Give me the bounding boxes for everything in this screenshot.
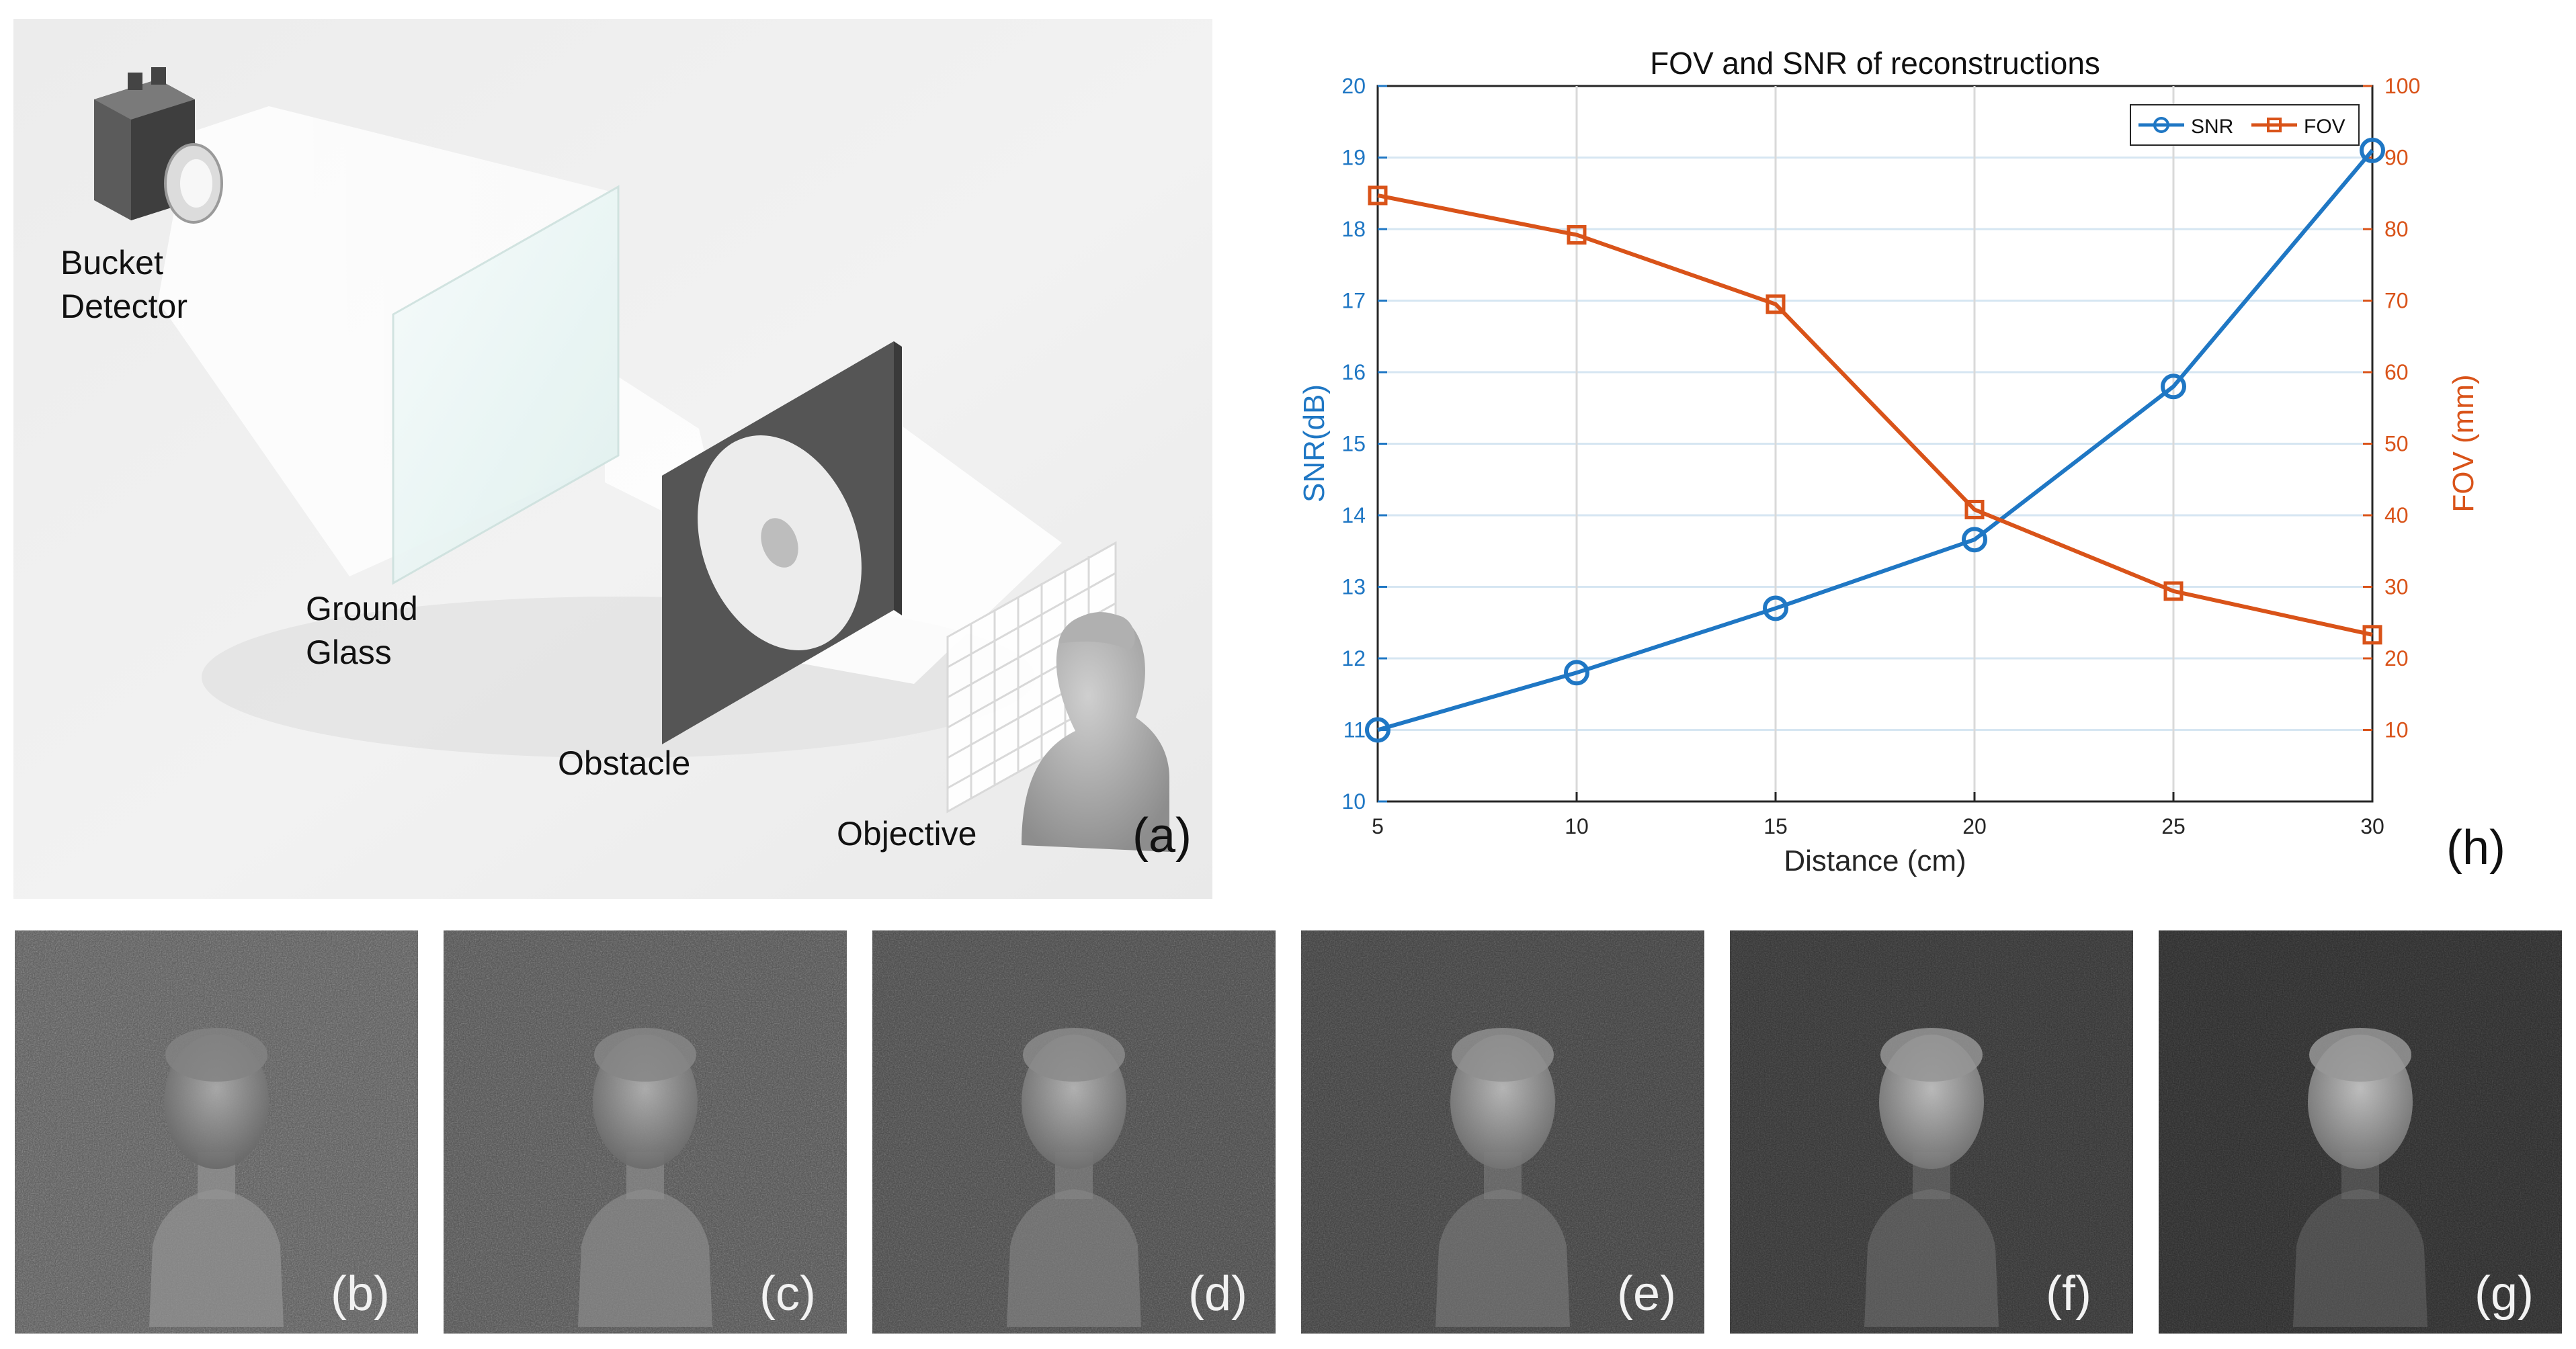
tile-label: (f) [2046,1267,2091,1321]
series-line-snr [1377,148,2374,732]
y2-tick-label: 60 [2384,360,2409,384]
y2-tick-label: 80 [2384,217,2409,241]
y-tick-label: 14 [1341,503,1366,527]
series-line-fov [1377,193,2373,637]
tile-bust-body [1864,1189,1999,1327]
reconstruction-tile-f: (f) [1730,930,2133,1334]
y-tick-label: 20 [1341,74,1366,98]
tile-label: (d) [1188,1267,1247,1321]
tile-bust-hair [594,1028,696,1082]
label-obstacle: Obstacle [558,744,690,782]
y2-tick-label: 100 [2384,74,2420,98]
reconstruction-tile-c: (c) [444,930,847,1334]
y2-axis-label: FOV (mm) [2447,374,2480,512]
legend-snr-marker [2153,117,2169,133]
point-snr [2161,374,2186,400]
legend-fov-label: FOV [2304,116,2345,138]
tile-bust-hair [1023,1028,1125,1082]
point-fov [1567,225,1587,245]
x-tick-label: 5 [1372,814,1384,838]
y2-tick-label: 30 [2384,575,2409,599]
x-tick-label: 15 [1763,814,1788,838]
y-tick-label: 17 [1341,289,1366,313]
legend-fov-marker [2267,118,2282,132]
label-bucket-detector-line1: Bucket [60,244,163,281]
tile-bust-body [149,1189,284,1327]
y-tick-label: 19 [1341,146,1366,170]
panel-label-a: (a) [1132,809,1192,863]
point-snr [1365,717,1390,743]
point-snr [1763,595,1788,621]
y-tick-label: 15 [1341,432,1366,456]
point-fov [1765,294,1786,314]
data-series [1365,137,2385,743]
reconstruction-tile-e: (e) [1301,930,1704,1334]
tile-label: (c) [759,1267,816,1321]
tile-bust-body [1436,1189,1570,1327]
y-tick-label: 18 [1341,217,1366,241]
y2-tick-label: 40 [2384,503,2409,527]
reconstruction-tile-b: (b) [15,930,418,1334]
label-ground-glass-line1: Ground [306,590,418,627]
tile-bust-body [2293,1189,2427,1327]
fov-snr-chart: 5 10 15 20 25 3010111213141516171819201020304… [1298,46,2505,877]
obstacle-plate [662,341,902,744]
y-tick-label: 10 [1341,789,1366,814]
x-axis-label: Distance (cm) [1784,844,1966,877]
panel-label-h: (h) [2446,821,2505,875]
axes: 5 10 15 20 25 3010111213141516171819201020304… [1341,74,2420,838]
y2-tick-label: 50 [2384,432,2409,456]
y2-tick-label: 20 [2384,646,2409,670]
tile-bust-hair [165,1028,267,1082]
tile-bust-hair [2309,1028,2411,1082]
y-tick-label: 16 [1341,360,1366,384]
x-tick-label: 20 [1962,814,1987,838]
y2-tick-label: 10 [2384,718,2409,742]
reconstruction-tile-d: (d) [872,930,1276,1334]
legend-snr-label: SNR [2191,116,2233,138]
point-fov [2163,581,2184,601]
y-axis-label: SNR(dB) [1298,384,1331,503]
point-snr [2360,137,2385,163]
point-fov [2362,625,2382,645]
label-bucket-detector-line2: Detector [60,288,188,325]
tile-label: (g) [2475,1267,2534,1321]
reconstruction-tile-g: (g) [2159,930,2562,1334]
x-tick-label: 30 [2360,814,2384,838]
y2-tick-label: 70 [2384,289,2409,313]
y-tick-label: 13 [1341,575,1366,599]
ground-glass-plate [392,185,620,585]
point-fov [1964,499,1985,519]
tile-bust-hair [1452,1028,1554,1082]
y-tick-label: 12 [1341,646,1366,670]
point-snr [1564,660,1589,686]
legend: SNR FOV [2130,104,2360,146]
tile-bust-body [578,1189,712,1327]
y2-tick-label: 90 [2384,146,2409,170]
point-snr [1962,527,1987,553]
bucket-detector [94,67,223,224]
y-tick-label: 11 [1343,718,1366,742]
tile-bust-hair [1880,1028,1983,1082]
scene-illustration: Bucket Detector Ground Glass Obstacle Ob… [13,19,1212,899]
tile-label: (b) [331,1267,390,1321]
point-fov [1368,185,1388,206]
chart-title: FOV and SNR of reconstructions [1650,46,2100,81]
tile-label: (e) [1617,1267,1676,1321]
x-tick-label: 10 [1565,814,1589,838]
label-objective: Objective [837,815,977,853]
label-ground-glass-line2: Glass [306,634,392,671]
bust-objective [1022,612,1169,852]
x-tick-label: 25 [2161,814,2186,838]
tile-bust-body [1007,1189,1141,1327]
